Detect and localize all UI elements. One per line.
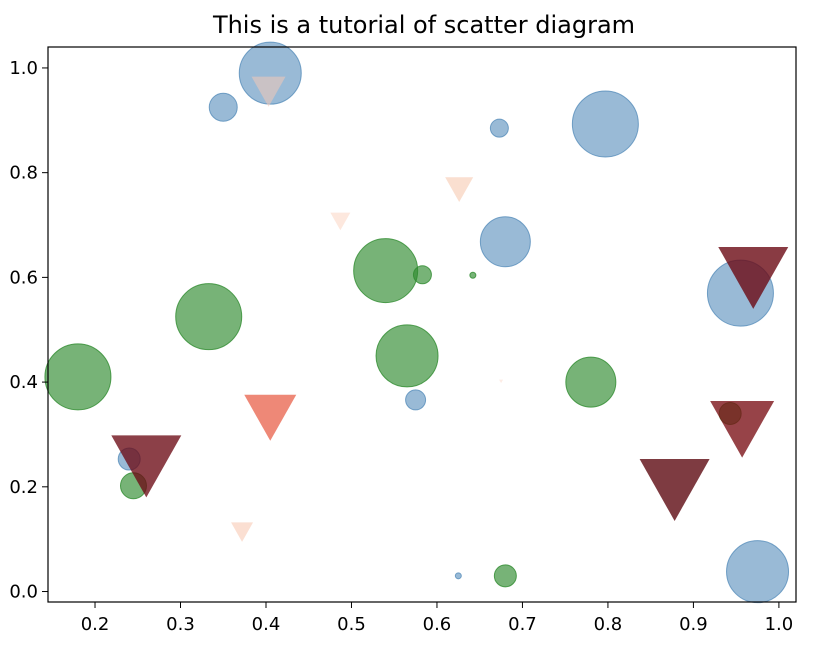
x-tick-label: 0.3 (166, 614, 195, 635)
axes-frame (47, 46, 797, 603)
x-tick-label: 0.9 (679, 614, 708, 635)
scatter-triangle-point (244, 394, 297, 441)
scatter-triangle-point (251, 76, 286, 107)
y-tick-label: 0.6 (9, 267, 38, 288)
scatter-point (238, 41, 302, 105)
y-axis: 0.0 0.2 0.4 0.6 0.8 1.0 (9, 58, 48, 603)
x-tick-label: 0.8 (594, 614, 623, 635)
scatter-triangle-point (499, 379, 504, 384)
scatter-point (469, 271, 477, 279)
y-tick-label: 0.8 (9, 163, 38, 184)
plot-area (44, 41, 790, 604)
scatter-point (479, 216, 531, 268)
scatter-point (489, 118, 509, 138)
scatter-triangle-point (639, 458, 710, 521)
scatter-triangle-point (330, 212, 351, 231)
scatter-point (175, 283, 243, 351)
scatter-triangle-point (231, 522, 254, 542)
y-tick-label: 0.2 (9, 477, 38, 498)
scatter-triangle-point (111, 435, 182, 498)
scatter-point (208, 92, 238, 122)
scatter-point (44, 343, 112, 411)
scatter-point (405, 389, 427, 411)
scatter-point (726, 540, 790, 604)
x-tick-label: 0.2 (81, 614, 110, 635)
x-axis: 0.2 0.3 0.4 0.5 0.6 0.7 0.8 0.9 1.0 (81, 602, 794, 635)
chart-title: This is a tutorial of scatter diagram (212, 11, 635, 39)
y-tick-label: 0.4 (9, 372, 38, 393)
scatter-point (353, 238, 419, 304)
scatter-triangle-point (710, 400, 775, 458)
x-tick-label: 0.6 (423, 614, 452, 635)
scatter-triangle-point (718, 246, 789, 309)
scatter-point (493, 564, 517, 588)
scatter-triangle-point (445, 177, 474, 203)
scatter-point (571, 90, 639, 158)
y-tick-label: 1.0 (9, 58, 38, 79)
x-tick-label: 1.0 (765, 614, 794, 635)
scatter-point (412, 265, 432, 285)
scatter-point (454, 572, 462, 580)
x-tick-label: 0.5 (337, 614, 366, 635)
scatter-point (565, 356, 617, 408)
x-tick-label: 0.4 (252, 614, 281, 635)
scatter-point (375, 324, 439, 388)
y-tick-label: 0.0 (9, 582, 38, 603)
x-tick-label: 0.7 (508, 614, 537, 635)
